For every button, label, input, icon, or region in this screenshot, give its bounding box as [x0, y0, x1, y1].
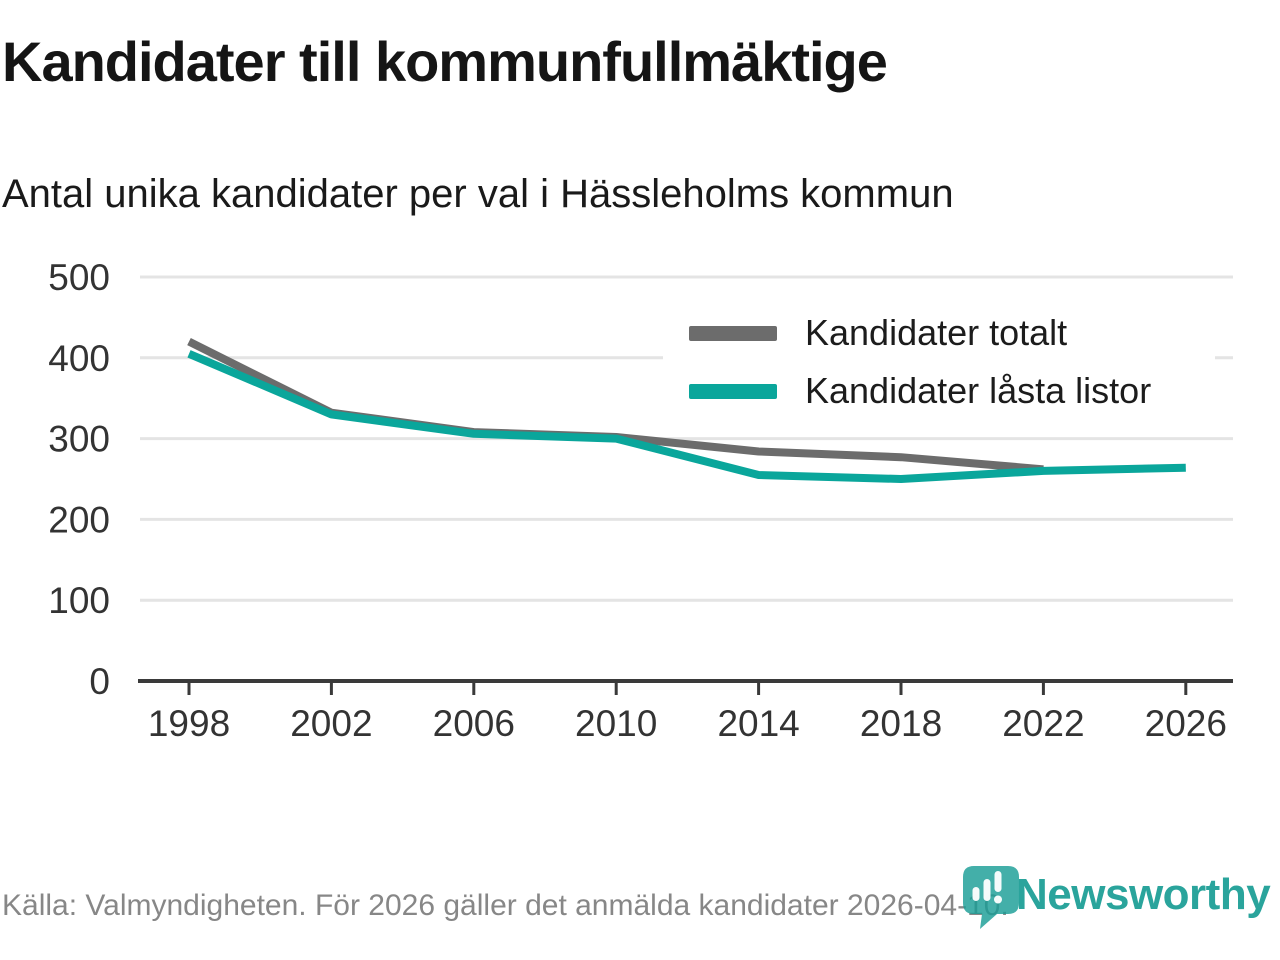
chart-legend: Kandidater totalt Kandidater låsta listo…	[663, 298, 1215, 426]
legend-item-lasta-listor: Kandidater låsta listor	[663, 373, 1215, 409]
newsworthy-logo: Newsworthy	[960, 862, 1280, 938]
x-axis-tick-label: 2014	[717, 703, 799, 744]
y-axis-tick-label: 300	[48, 419, 110, 460]
legend-item-totalt: Kandidater totalt	[663, 315, 1215, 351]
newsworthy-pin-icon	[963, 866, 1019, 929]
y-axis-tick-label: 200	[48, 499, 110, 540]
x-axis-tick-label: 2018	[860, 703, 942, 744]
legend-swatch-teal	[689, 383, 777, 399]
y-axis-tick-label: 0	[89, 661, 110, 702]
newsworthy-wordmark: Newsworthy	[1016, 870, 1271, 919]
legend-swatch-gray	[689, 325, 777, 341]
series-line-kandidater-l-sta-listor	[187, 350, 1186, 483]
chart-subtitle: Antal unika kandidater per val i Hässleh…	[2, 172, 954, 216]
x-axis-tick-label: 2010	[575, 703, 657, 744]
x-axis-tick-label: 2002	[290, 703, 372, 744]
x-axis-tick-label: 1998	[148, 703, 230, 744]
y-axis-tick-label: 500	[48, 257, 110, 298]
source-note: Källa: Valmyndigheten. För 2026 gäller d…	[2, 889, 1009, 922]
x-axis-tick-label: 2006	[433, 703, 515, 744]
x-axis-tick-label: 2022	[1002, 703, 1084, 744]
y-axis-tick-label: 100	[48, 580, 110, 621]
legend-label: Kandidater totalt	[805, 312, 1068, 353]
x-axis-tick-label: 2026	[1145, 703, 1227, 744]
y-axis-tick-label: 400	[48, 338, 110, 379]
legend-label: Kandidater låsta listor	[805, 370, 1152, 411]
chart-title: Kandidater till kommunfullmäktige	[2, 30, 888, 93]
